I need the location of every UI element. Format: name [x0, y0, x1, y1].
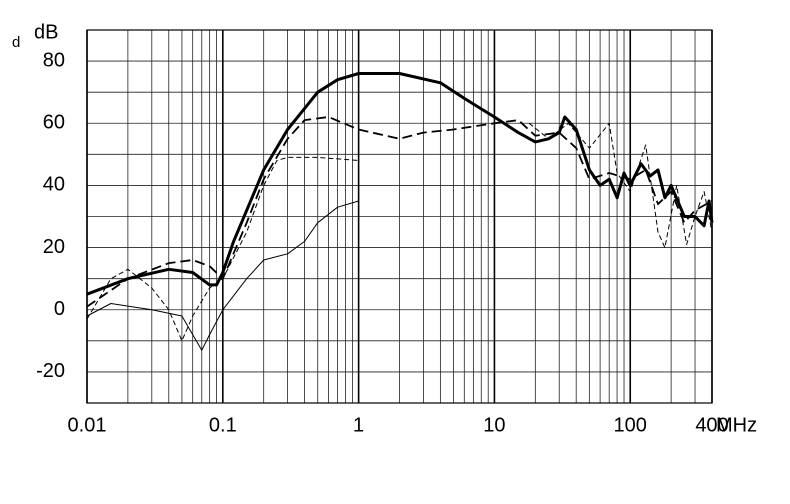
x-tick-label: 0.01 [68, 414, 107, 436]
y-tick-label: 0 [54, 298, 65, 320]
y-axis-label: dB [34, 21, 58, 43]
x-tick-label: 0.1 [209, 414, 237, 436]
y-tick-label: 40 [43, 174, 65, 196]
x-tick-label: 10 [483, 414, 505, 436]
data-line [86, 200, 359, 351]
data-line [86, 116, 713, 308]
x-tick-label: 400 [695, 414, 728, 436]
x-axis-label: MHz [716, 414, 757, 436]
x-tick-label: 100 [614, 414, 647, 436]
y-tick-label: 80 [43, 49, 65, 71]
y-tick-label: 20 [43, 236, 65, 258]
y-tick-label: -20 [36, 360, 65, 382]
data-line [86, 122, 713, 342]
corner-label: d [12, 34, 20, 51]
y-tick-label: 60 [43, 112, 65, 134]
data-line [86, 72, 714, 296]
x-tick-label: 1 [353, 414, 364, 436]
